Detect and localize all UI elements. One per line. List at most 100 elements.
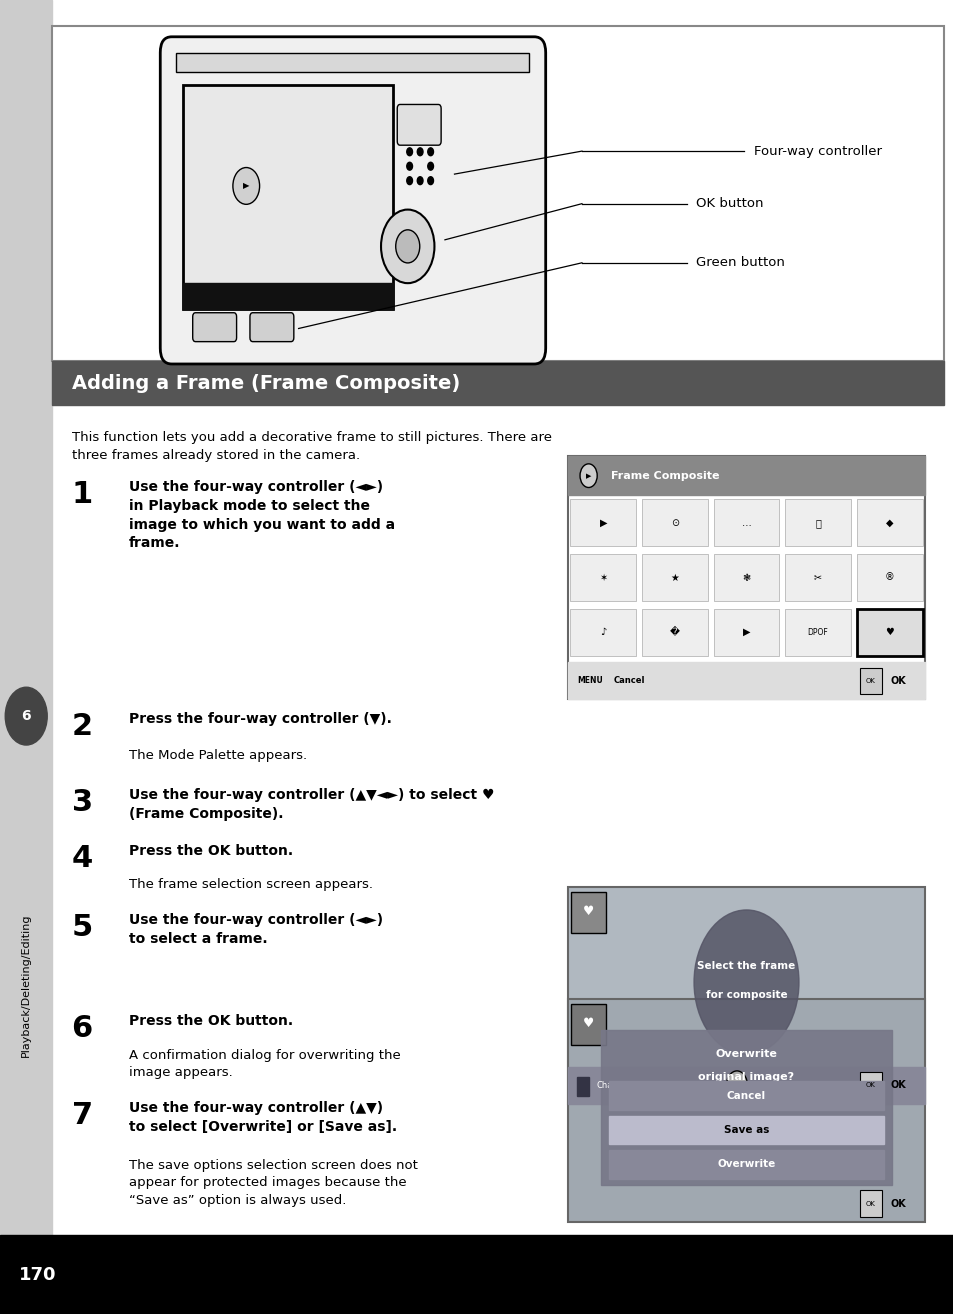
Bar [641, 555, 707, 600]
Text: ♥: ♥ [884, 627, 893, 637]
Text: 7: 7 [71, 1101, 92, 1130]
Circle shape [233, 168, 259, 205]
Bar [570, 608, 636, 656]
Text: Use the four-way controller (◄►)
to select a frame.: Use the four-way controller (◄►) to sele… [129, 913, 382, 946]
Text: OK: OK [890, 675, 905, 686]
FancyBboxPatch shape [250, 313, 294, 342]
Circle shape [395, 230, 419, 263]
Text: Overwrite: Overwrite [717, 1159, 775, 1169]
FancyBboxPatch shape [859, 1072, 882, 1099]
Circle shape [6, 687, 47, 745]
Bar [784, 608, 850, 656]
Text: Playback/Deleting/Editing: Playback/Deleting/Editing [21, 913, 31, 1058]
Text: for composite: for composite [705, 991, 786, 1000]
Circle shape [406, 176, 412, 185]
Text: The frame selection screen appears.: The frame selection screen appears. [129, 878, 373, 891]
Bar [600, 1030, 891, 1185]
Text: Use the four-way controller (▲▼◄►) to select ♥
(Frame Composite).: Use the four-way controller (▲▼◄►) to se… [129, 788, 494, 821]
Bar [713, 499, 779, 547]
Text: ®: ® [883, 573, 894, 582]
FancyBboxPatch shape [160, 37, 545, 364]
Bar [856, 555, 922, 600]
Text: The save options selection screen does not
appear for protected images because t: The save options selection screen does n… [129, 1159, 417, 1208]
Bar [856, 499, 922, 547]
Text: Change: Change [596, 1081, 628, 1089]
Text: ⬛: ⬛ [814, 518, 821, 528]
Bar [641, 499, 707, 547]
Bar [570, 555, 636, 600]
Bar [567, 456, 924, 495]
FancyBboxPatch shape [571, 1004, 605, 1045]
FancyBboxPatch shape [571, 892, 605, 933]
Text: Four-way controller: Four-way controller [753, 145, 881, 158]
Bar [567, 1067, 924, 1104]
Text: 4: 4 [71, 844, 92, 872]
FancyBboxPatch shape [859, 668, 882, 694]
FancyBboxPatch shape [567, 456, 924, 699]
Text: 170: 170 [19, 1265, 57, 1284]
Bar [608, 1081, 883, 1110]
FancyBboxPatch shape [567, 999, 924, 1222]
Text: Green button: Green button [696, 256, 784, 269]
Text: Press the OK button.: Press the OK button. [129, 844, 293, 858]
Text: ▶: ▶ [243, 181, 250, 191]
Text: OK: OK [865, 1083, 875, 1088]
Text: This function lets you add a decorative frame to still pictures. There are
three: This function lets you add a decorative … [71, 431, 551, 463]
Text: Cancel: Cancel [726, 1091, 765, 1101]
Circle shape [380, 210, 434, 284]
Text: ◆: ◆ [885, 518, 892, 528]
Text: 6: 6 [71, 1014, 92, 1043]
Text: ★: ★ [670, 573, 679, 582]
Text: ♥: ♥ [582, 1017, 594, 1030]
Text: Press the OK button.: Press the OK button. [129, 1014, 293, 1029]
Circle shape [406, 147, 412, 155]
Text: 1: 1 [71, 480, 92, 509]
Text: ❃: ❃ [741, 573, 750, 582]
Bar [176, 53, 529, 72]
Text: ✂: ✂ [813, 573, 821, 582]
FancyBboxPatch shape [193, 313, 236, 342]
Text: OK button: OK button [696, 197, 763, 210]
Text: Press the four-way controller (▼).: Press the four-way controller (▼). [129, 712, 392, 727]
Text: …: … [740, 518, 751, 528]
Circle shape [416, 176, 422, 185]
Text: Overwrite: Overwrite [715, 1049, 777, 1059]
Text: Select the frame: Select the frame [697, 962, 795, 971]
Text: Use the four-way controller (◄►)
in Playback mode to select the
image to which y: Use the four-way controller (◄►) in Play… [129, 480, 395, 551]
Text: Use the four-way controller (▲▼)
to select [Overwrite] or [Save as].: Use the four-way controller (▲▼) to sele… [129, 1101, 396, 1134]
Text: OK: OK [865, 678, 875, 683]
FancyBboxPatch shape [183, 85, 393, 309]
Bar [784, 499, 850, 547]
Text: A confirmation dialog for overwriting the
image appears.: A confirmation dialog for overwriting th… [129, 1049, 400, 1079]
FancyBboxPatch shape [567, 887, 924, 1104]
Bar [0, 0, 52, 1235]
Text: 2: 2 [71, 712, 92, 741]
Text: 3: 3 [71, 788, 92, 817]
Circle shape [427, 147, 433, 155]
Text: DPOF: DPOF [807, 628, 827, 637]
Text: OK: OK [890, 1080, 905, 1091]
Bar [713, 608, 779, 656]
Bar [577, 1077, 588, 1096]
Text: ♥: ♥ [582, 905, 594, 918]
Circle shape [416, 147, 422, 155]
Bar [608, 1150, 883, 1179]
Bar [0, 1235, 953, 1314]
FancyBboxPatch shape [396, 105, 440, 146]
Circle shape [726, 1071, 747, 1100]
Circle shape [406, 163, 412, 171]
Bar [784, 555, 850, 600]
Text: ▶: ▶ [742, 627, 749, 637]
Bar [567, 662, 924, 699]
Circle shape [579, 464, 597, 487]
Text: 5: 5 [71, 913, 92, 942]
Bar [183, 283, 393, 309]
Text: Frame Composite: Frame Composite [610, 470, 719, 481]
Text: ▶: ▶ [585, 473, 591, 478]
Text: ▶: ▶ [599, 518, 606, 528]
Bar [713, 555, 779, 600]
Bar [570, 499, 636, 547]
Text: ⊙: ⊙ [670, 518, 679, 528]
Bar [608, 1116, 883, 1144]
Text: �: � [669, 627, 679, 637]
